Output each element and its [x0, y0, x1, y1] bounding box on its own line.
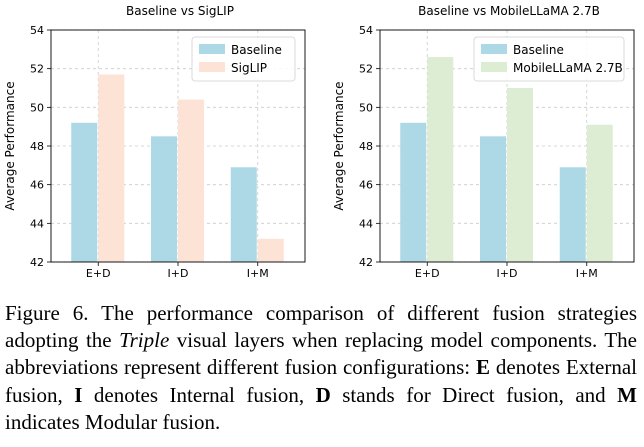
- x-tick-label: I+M: [247, 267, 269, 280]
- y-tick-label: 42: [30, 256, 44, 269]
- y-tick-label: 42: [359, 256, 373, 269]
- x-tick-label: I+D: [168, 267, 189, 280]
- bar-siglip-im: [257, 238, 284, 262]
- caption-figure-label: Figure 6.: [5, 301, 89, 325]
- y-tick-label: 46: [359, 179, 373, 192]
- y-tick-label: 44: [359, 217, 373, 230]
- y-axis-label: Average Performance: [3, 81, 17, 210]
- legend-swatch: [199, 62, 225, 72]
- legend: Baseline SigLIP: [191, 36, 296, 82]
- x-tick-label: I+M: [576, 267, 598, 280]
- caption-triple: Triple: [119, 328, 170, 353]
- figure-caption: Figure 6. The performance comparison of …: [5, 301, 637, 434]
- bar-mobilellama-2-7b-id: [507, 88, 533, 262]
- x-tick-label: E+D: [415, 267, 440, 280]
- chart-panel-2: Baseline vs MobileLLaMA 2.7B 42 44 46 48 50 52…: [332, 4, 635, 280]
- chart-title: Baseline vs SigLIP: [126, 4, 234, 18]
- bar-baseline-id: [151, 136, 177, 262]
- legend-label: Baseline: [513, 43, 564, 57]
- x-tick-label: I+D: [497, 267, 518, 280]
- legend-box: [473, 36, 625, 82]
- bar-baseline-ed: [71, 122, 98, 262]
- y-tick-label: 54: [359, 24, 373, 37]
- y-tick-label: 52: [359, 63, 373, 76]
- chart-panel-1: Baseline vs SigLIP 42 44 46 48 50 52 54 E+D I+D I+…: [3, 4, 306, 280]
- bar-siglip-id: [178, 99, 204, 262]
- charts-figure: Baseline vs SigLIP 42 44 46 48 50 52 54 E+D I+D I+…: [3, 4, 635, 280]
- bar-baseline-id: [480, 136, 506, 262]
- y-tick-label: 48: [359, 140, 373, 153]
- legend-label: MobileLLaMA 2.7B: [513, 61, 623, 75]
- plot-frame: [50, 29, 306, 263]
- bar-mobilellama-2-7b-ed: [427, 57, 454, 262]
- bar-mobilellama-2-7b-im: [586, 124, 613, 262]
- legend-swatch: [199, 44, 225, 54]
- legend-label: Baseline: [231, 43, 282, 57]
- y-tick-label: 46: [30, 179, 44, 192]
- y-tick-label: 50: [30, 101, 44, 114]
- legend-swatch: [481, 62, 507, 72]
- bar-baseline-im: [230, 167, 257, 262]
- legend-label: SigLIP: [231, 61, 267, 75]
- legend: Baseline MobileLLaMA 2.7B: [473, 36, 625, 82]
- bar-baseline-ed: [400, 122, 427, 262]
- y-axis-label: Average Performance: [332, 81, 346, 210]
- y-tick-label: 54: [30, 24, 44, 37]
- y-tick-label: 50: [359, 101, 373, 114]
- bar-siglip-ed: [98, 74, 125, 262]
- bar-baseline-im: [559, 167, 586, 262]
- y-tick-label: 52: [30, 63, 44, 76]
- plot-frame: [379, 29, 635, 263]
- x-tick-label: E+D: [86, 267, 111, 280]
- chart-title: Baseline vs MobileLLaMA 2.7B: [418, 4, 600, 18]
- y-tick-label: 48: [30, 140, 44, 153]
- y-tick-label: 44: [30, 217, 44, 230]
- legend-swatch: [481, 44, 507, 54]
